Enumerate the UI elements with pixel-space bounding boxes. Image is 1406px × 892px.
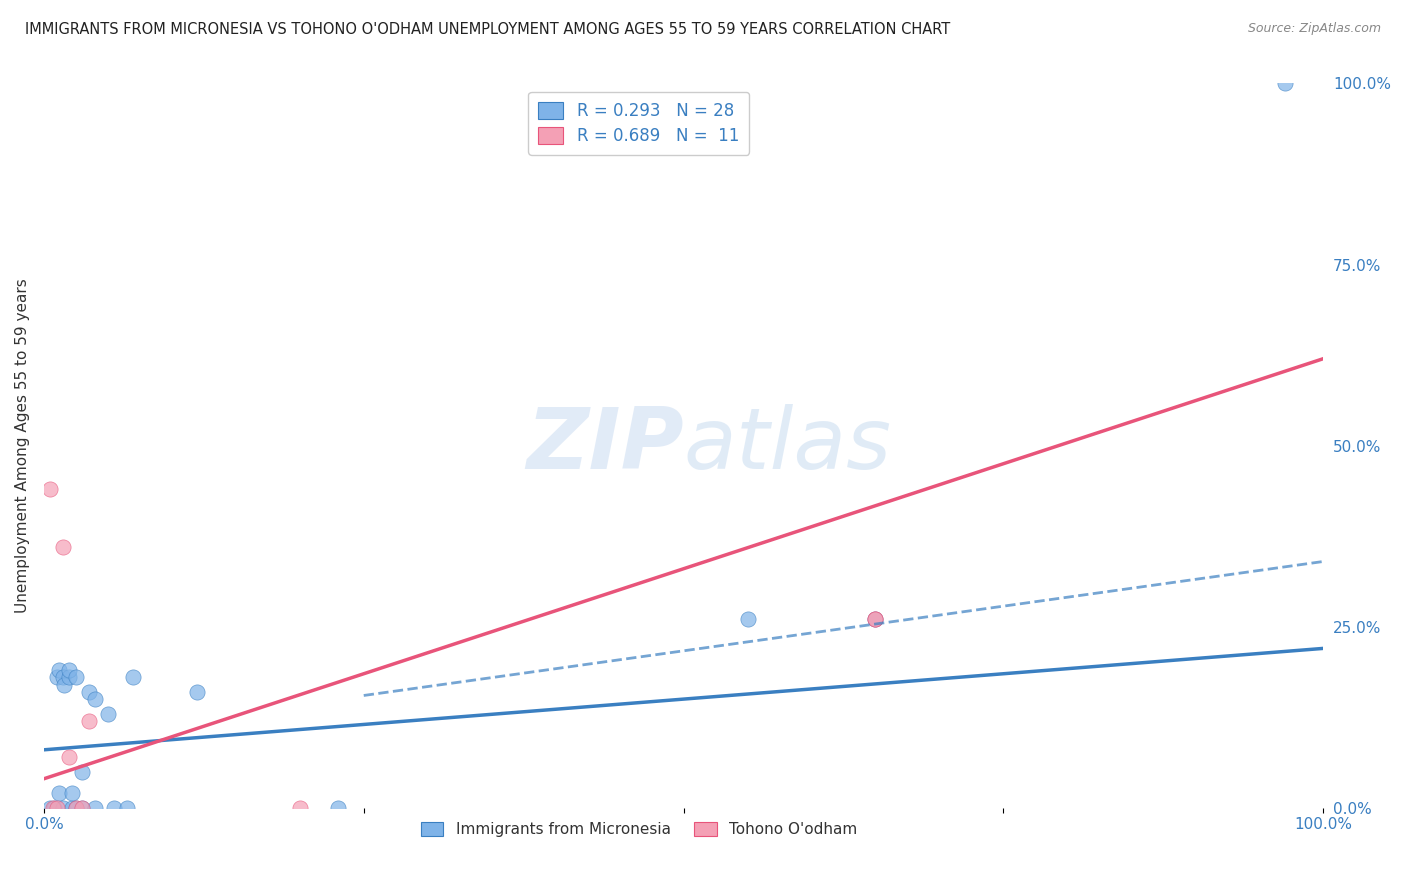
Point (328, 801, 350, 815)
Point (53, 678, 76, 692)
Point (42, 801, 65, 815)
Point (1274, 77, 1296, 91)
Point (48, 786, 70, 800)
Point (58, 750, 80, 764)
Text: Source: ZipAtlas.com: Source: ZipAtlas.com (1247, 22, 1381, 36)
Point (77, 685, 100, 699)
Point (60, 801, 83, 815)
Point (58, 663, 80, 677)
Point (52, 540, 75, 554)
Point (48, 663, 70, 677)
Point (65, 670, 87, 684)
Point (84, 692, 107, 706)
Text: ZIP: ZIP (526, 404, 683, 487)
Point (72, 801, 94, 815)
Point (65, 801, 87, 815)
Point (72, 764, 94, 779)
Point (84, 801, 107, 815)
Point (865, 612, 887, 626)
Point (72, 801, 94, 815)
Legend: Immigrants from Micronesia, Tohono O'odham: Immigrants from Micronesia, Tohono O'odh… (415, 816, 863, 844)
Point (65, 801, 87, 815)
Point (45, 670, 67, 684)
Point (865, 612, 887, 626)
Point (39, 801, 62, 815)
Point (865, 612, 887, 626)
Point (42, 801, 65, 815)
Point (115, 801, 138, 815)
Point (39, 482, 62, 496)
Point (122, 670, 145, 684)
Point (52, 801, 75, 815)
Point (186, 685, 208, 699)
Text: atlas: atlas (683, 404, 891, 487)
Point (60, 786, 83, 800)
Text: IMMIGRANTS FROM MICRONESIA VS TOHONO O'ODHAM UNEMPLOYMENT AMONG AGES 55 TO 59 YE: IMMIGRANTS FROM MICRONESIA VS TOHONO O'O… (25, 22, 950, 37)
Point (288, 801, 311, 815)
Point (737, 612, 759, 626)
Point (58, 670, 80, 684)
Y-axis label: Unemployment Among Ages 55 to 59 years: Unemployment Among Ages 55 to 59 years (15, 278, 30, 613)
Point (77, 714, 100, 728)
Point (97, 706, 120, 721)
Point (103, 801, 125, 815)
Point (52, 670, 75, 684)
Point (45, 801, 67, 815)
